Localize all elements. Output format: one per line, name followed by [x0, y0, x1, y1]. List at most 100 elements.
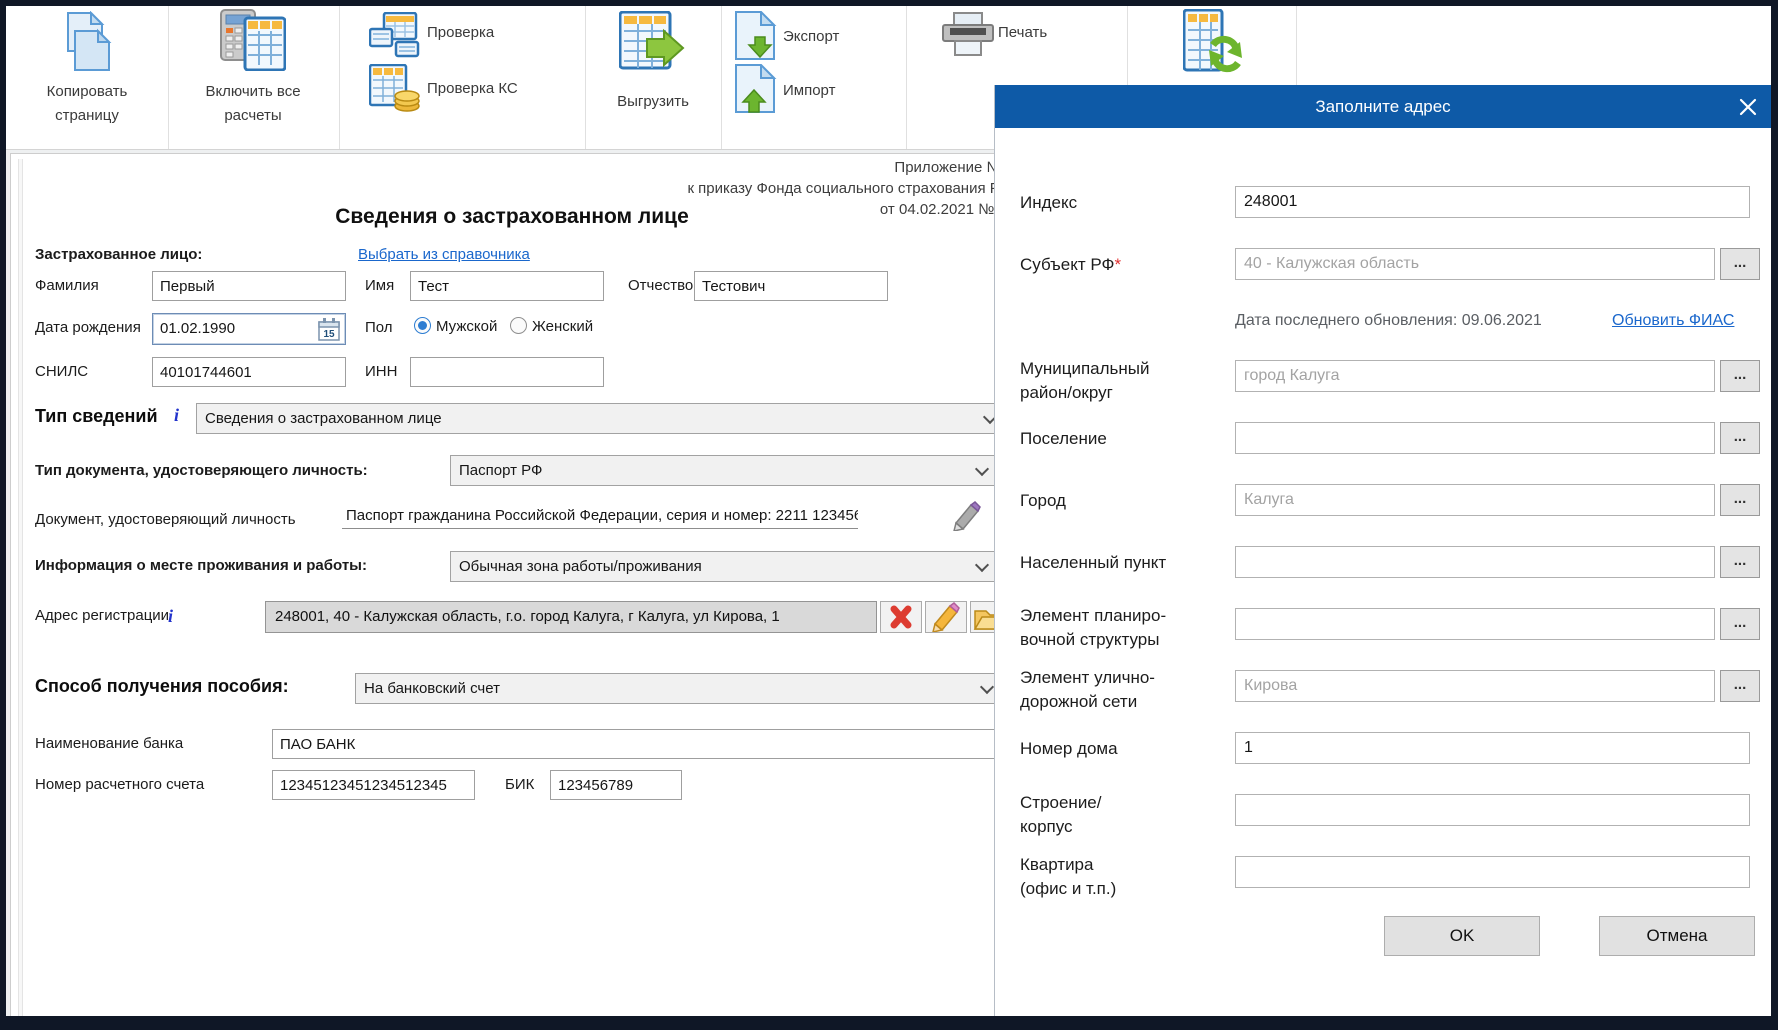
- dialog-close-button[interactable]: [1735, 94, 1761, 120]
- house-label: Номер дома: [1020, 739, 1118, 758]
- apartment-input[interactable]: [1235, 856, 1750, 888]
- pick-from-directory-link[interactable]: Выбрать из справочника: [358, 246, 530, 263]
- info-icon: i: [168, 606, 174, 626]
- bik-input[interactable]: [550, 770, 682, 800]
- toolbar-separator: [585, 6, 586, 149]
- settlement-browse-button[interactable]: ...: [1720, 422, 1760, 454]
- street-element-label: Элемент улично- дорожной сети: [1020, 668, 1155, 711]
- info-type-dropdown[interactable]: Сведения о застрахованном лице: [196, 403, 1008, 434]
- unload-button[interactable]: Выгрузить: [585, 6, 721, 149]
- residence-dropdown[interactable]: Обычная зона работы/проживания: [450, 551, 1000, 582]
- annotation-line-3: от 04.02.2021 №26: [879, 201, 1011, 218]
- table-arrow-right-icon: [619, 11, 685, 70]
- edit-pencil-icon[interactable]: [952, 501, 982, 531]
- ok-button[interactable]: OK: [1384, 916, 1540, 956]
- doc-type-dropdown[interactable]: Паспорт РФ: [450, 455, 1000, 486]
- check-group: Проверка Проверка КС: [339, 6, 585, 149]
- page-left-edge: [18, 159, 23, 1016]
- building-label: Строение/ корпус: [1020, 793, 1102, 836]
- refresh-table-button[interactable]: [1127, 6, 1296, 149]
- benefit-method-dropdown[interactable]: На банковский счет: [355, 673, 1005, 704]
- printer-icon: [942, 12, 994, 56]
- fias-updated-text: Дата последнего обновления: 09.06.2021: [1235, 312, 1542, 329]
- reg-address-field[interactable]: 248001, 40 - Калужская область, г.о. гор…: [265, 601, 877, 633]
- toolbar-separator: [168, 6, 169, 149]
- required-asterisk: *: [1114, 255, 1122, 274]
- table-refresh-icon: [1183, 9, 1242, 73]
- street-element-input[interactable]: [1235, 670, 1715, 702]
- firstname-input[interactable]: [410, 271, 604, 301]
- gender-male-radio[interactable]: [414, 317, 431, 334]
- bank-name-label: Наименование банка: [35, 735, 184, 752]
- municipal-input[interactable]: [1235, 360, 1715, 392]
- document-arrow-up-icon: [735, 64, 777, 113]
- locality-input[interactable]: [1235, 546, 1715, 578]
- settlement-input[interactable]: [1235, 422, 1715, 454]
- unload-label: Выгрузить: [617, 93, 689, 110]
- locality-label: Населенный пункт: [1020, 553, 1167, 572]
- document-arrow-down-icon: [735, 11, 777, 60]
- settlement-label: Поселение: [1020, 429, 1107, 448]
- municipal-browse-button[interactable]: ...: [1720, 360, 1760, 392]
- snils-input[interactable]: [152, 357, 346, 387]
- gender-label: Пол: [365, 319, 393, 336]
- dialog-title: Заполните адрес: [1315, 97, 1451, 116]
- pencil-icon: [932, 602, 960, 632]
- toolbar-separator: [1127, 6, 1128, 149]
- address-delete-button[interactable]: [880, 601, 922, 633]
- insured-person-label: Застрахованное лицо:: [35, 246, 203, 263]
- subject-input[interactable]: [1235, 248, 1715, 280]
- check-ks-icon: [369, 64, 420, 112]
- copy-page-label: Копировать страницу: [46, 83, 128, 124]
- firstname-label: Имя: [365, 277, 395, 294]
- annotation-line-2: к приказу Фонда социального страхования …: [687, 180, 1011, 197]
- check-tables-icon: [369, 12, 420, 58]
- import-label: Импорт: [783, 82, 836, 99]
- account-input[interactable]: [272, 770, 475, 800]
- planning-element-browse-button[interactable]: ...: [1720, 608, 1760, 640]
- update-fias-link[interactable]: Обновить ФИАС: [1612, 312, 1735, 329]
- enable-all-calcs-button[interactable]: Включить все расчеты: [168, 6, 339, 149]
- middlename-input[interactable]: [694, 271, 888, 301]
- city-input[interactable]: [1235, 484, 1715, 516]
- calendar-icon[interactable]: 15: [318, 317, 340, 341]
- toolbar-separator: [721, 6, 722, 149]
- toolbar-separator: [906, 6, 907, 149]
- export-label: Экспорт: [783, 28, 840, 45]
- municipal-label: Муниципальный район/округ: [1020, 359, 1150, 402]
- inn-input[interactable]: [410, 357, 604, 387]
- inn-label: ИНН: [365, 363, 398, 380]
- subject-label: Субъект РФ*: [1020, 255, 1122, 274]
- planning-element-input[interactable]: [1235, 608, 1715, 640]
- gender-female-radio[interactable]: [510, 317, 527, 334]
- lastname-input[interactable]: [152, 271, 346, 301]
- birthdate-input[interactable]: 01.02.1990: [152, 313, 346, 345]
- cancel-button[interactable]: Отмена: [1599, 916, 1755, 956]
- house-input[interactable]: [1235, 732, 1750, 764]
- close-icon: [1739, 98, 1757, 116]
- city-browse-button[interactable]: ...: [1720, 484, 1760, 516]
- street-element-browse-button[interactable]: ...: [1720, 670, 1760, 702]
- calculator-table-icon: [220, 9, 286, 71]
- lastname-label: Фамилия: [35, 277, 99, 294]
- address-dialog: Заполните адрес Индекс Субъект РФ* ... Д…: [995, 85, 1771, 1016]
- reg-address-label: Адрес регистрации: [35, 607, 170, 624]
- print-label: Печать: [998, 24, 1048, 41]
- print-button[interactable]: Печать: [906, 6, 1127, 149]
- enable-all-calcs-label: Включить все расчеты: [205, 83, 301, 124]
- subject-browse-button[interactable]: ...: [1720, 248, 1760, 280]
- chevron-down-icon: [974, 461, 990, 477]
- snils-label: СНИЛС: [35, 363, 89, 380]
- locality-browse-button[interactable]: ...: [1720, 546, 1760, 578]
- identity-doc-value: Паспорт гражданина Российской Федерации,…: [342, 505, 858, 529]
- index-input[interactable]: [1235, 186, 1750, 218]
- annotation-line-1: Приложение №2: [894, 159, 1011, 176]
- building-input[interactable]: [1235, 794, 1750, 826]
- info-icon: i: [174, 405, 180, 425]
- bank-name-input[interactable]: [272, 729, 1005, 759]
- address-edit-button[interactable]: [925, 601, 967, 633]
- gender-male-label: Мужской: [436, 318, 498, 335]
- chevron-down-icon: [974, 557, 990, 573]
- copy-page-button[interactable]: Копировать страницу: [6, 6, 168, 149]
